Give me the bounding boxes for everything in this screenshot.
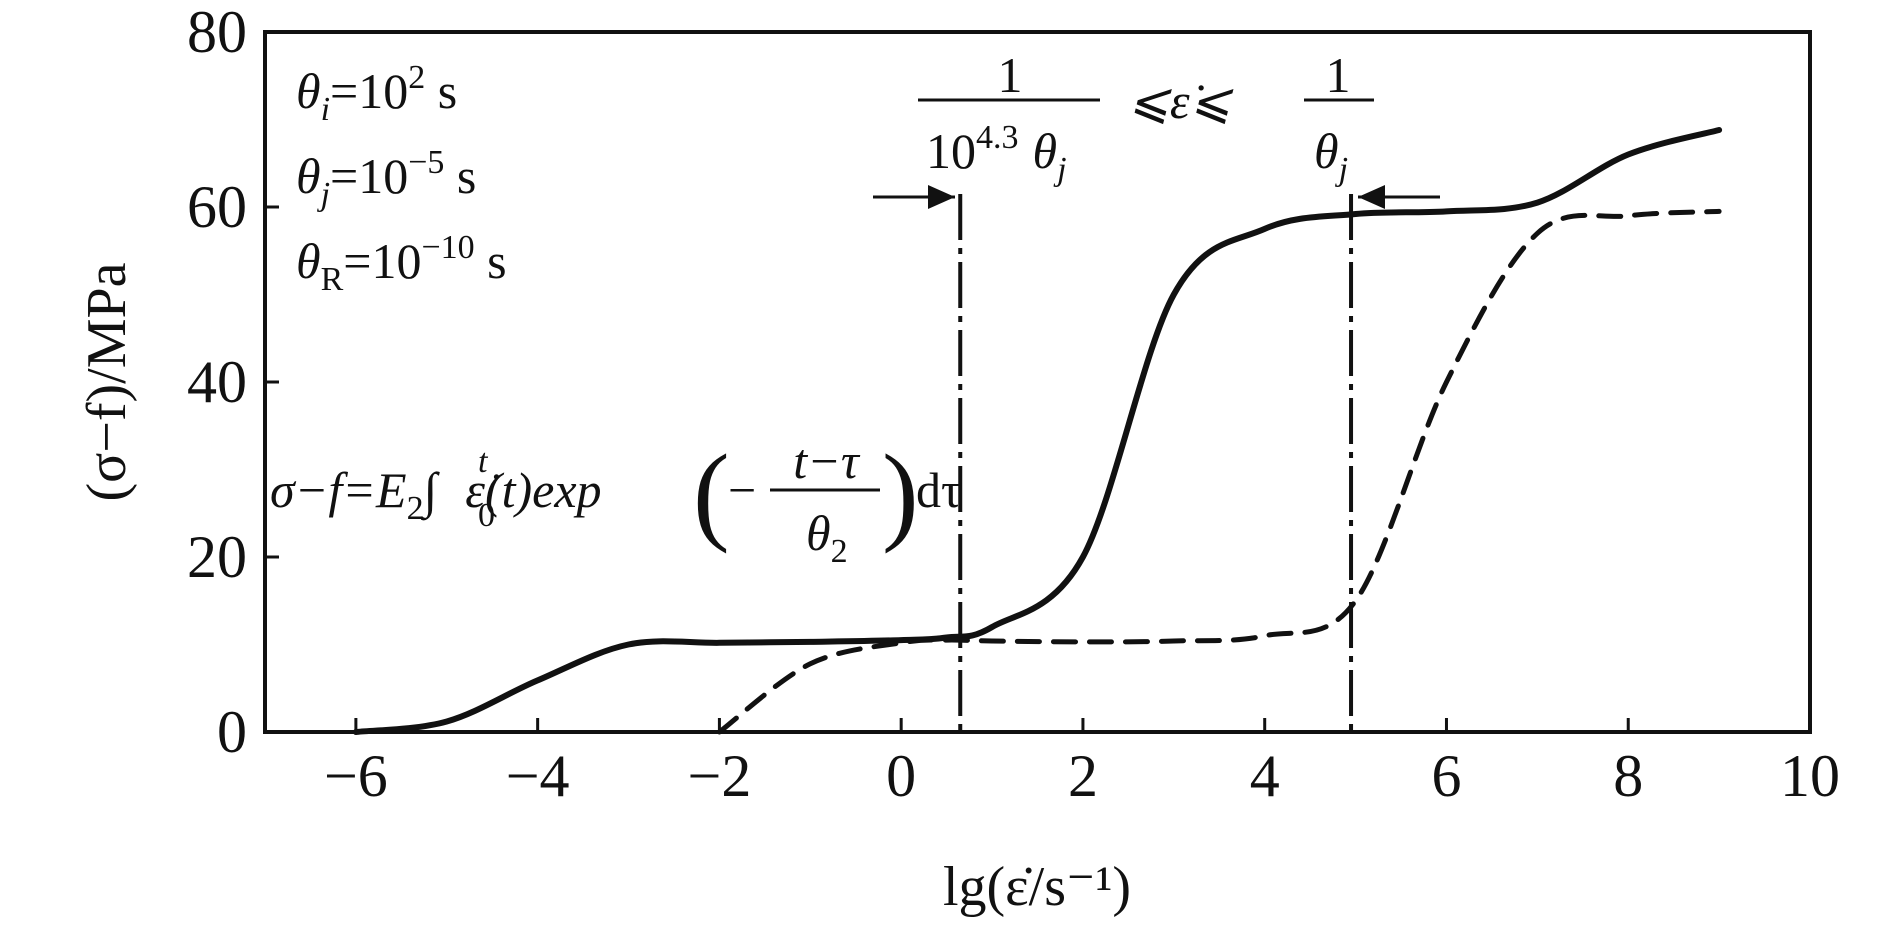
solid-series-line xyxy=(352,127,1723,735)
theta-j-label: θj=10−5 s xyxy=(296,144,476,213)
y-axis-title: (σ−f)/MPa xyxy=(76,262,138,501)
series xyxy=(352,127,1723,735)
x-tick-label: −6 xyxy=(324,743,388,809)
formula-minus: − xyxy=(728,462,756,518)
y-tick-label: 20 xyxy=(187,524,247,590)
x-tick-label: −2 xyxy=(687,743,751,809)
theta-i-label: θi=102 s xyxy=(296,59,457,128)
range-left-denominator: 104.3 θj xyxy=(926,119,1067,188)
x-tick-label: 10 xyxy=(1780,743,1840,809)
dashed-series-line xyxy=(716,208,1722,735)
x-tick-label: 2 xyxy=(1068,743,1098,809)
fraction-denominator: θ2 xyxy=(806,505,848,570)
integral-lower: 0 xyxy=(478,497,495,534)
formula: σ−f=E2∫ ε̇(t)exp t 0 ( − t−τ θ2 ) dτ xyxy=(270,432,961,570)
range-right-denominator: θj xyxy=(1314,123,1348,188)
formula-tail: dτ xyxy=(916,462,961,518)
integral-upper: t xyxy=(478,443,489,480)
theta-r-label: θR=10−10 s xyxy=(296,229,507,298)
x-tick-label: 4 xyxy=(1250,743,1280,809)
x-tick-label: −4 xyxy=(506,743,570,809)
range-inequality: ⩽ε̇⩽ xyxy=(1128,73,1234,129)
vertical-lines xyxy=(958,194,1354,732)
range-right-numerator: 1 xyxy=(1326,47,1351,103)
formula-main: σ−f=E2∫ ε̇(t)exp xyxy=(270,462,602,527)
y-tick-label: 0 xyxy=(217,699,247,765)
x-tick-label: 0 xyxy=(886,743,916,809)
fraction-numerator: t−τ xyxy=(793,433,861,489)
range-left-numerator: 1 xyxy=(998,47,1023,103)
y-tick-label: 40 xyxy=(187,349,247,415)
x-tick-label: 8 xyxy=(1613,743,1643,809)
y-tick-label: 60 xyxy=(187,174,247,240)
formula-lparen: ( xyxy=(693,432,730,554)
ticks xyxy=(265,205,1630,732)
strain-rate-range: 1 104.3 θj ⩽ε̇⩽ 1 θj xyxy=(873,47,1440,209)
formula-rparen: ) xyxy=(882,432,919,554)
x-axis-title: lg(ε̇/s⁻¹) xyxy=(943,856,1131,918)
x-tick-label: 6 xyxy=(1431,743,1461,809)
y-tick-label: 80 xyxy=(187,0,247,65)
